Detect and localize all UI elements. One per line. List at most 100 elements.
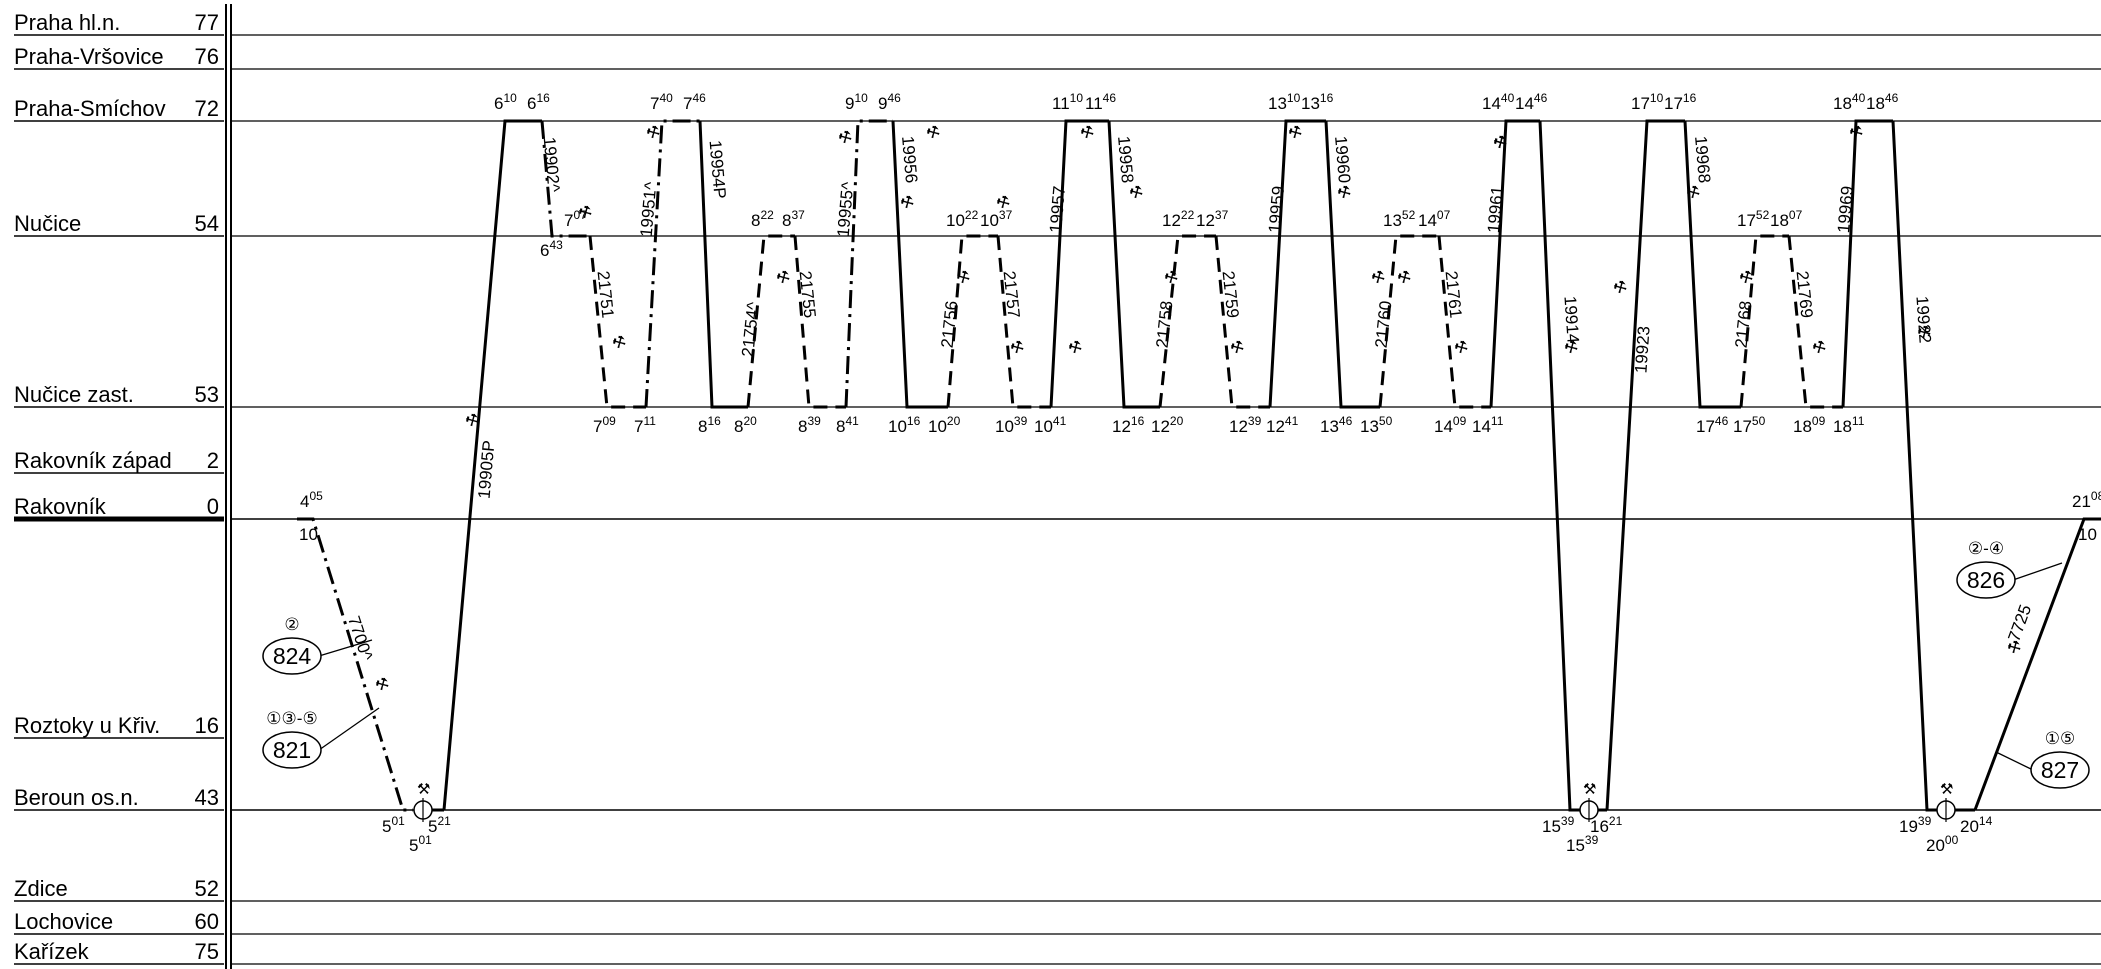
- train-path: [1214, 235, 1270, 409]
- train-path: [844, 119, 893, 408]
- train-number: 19905P: [475, 439, 499, 499]
- oval-leader: [318, 639, 373, 657]
- hammer-icon: ⚒: [924, 122, 944, 143]
- time-label: 1220: [1151, 414, 1184, 436]
- train-number: 19956: [898, 135, 921, 184]
- hammer-icon: ⚒: [1162, 267, 1182, 288]
- time-label: 1041: [1034, 414, 1067, 436]
- hammer-icon: ⚒: [1286, 122, 1306, 143]
- train-number: 21757: [1000, 270, 1024, 319]
- time-labels: 610 616 740 746 910 946 1110 1146 1310 1316 1440 14…: [299, 91, 2101, 855]
- station-km: 52: [195, 876, 219, 901]
- time-label: 1446: [1515, 91, 1548, 113]
- station-name: Kařízek: [14, 939, 90, 964]
- circulation-number: 827: [2041, 757, 2079, 783]
- train-path: [1049, 119, 1109, 408]
- time-label: 1352: [1383, 208, 1416, 230]
- station-km: 76: [195, 44, 219, 69]
- station-name: Nučice: [14, 211, 81, 236]
- train-number: 19957: [1046, 185, 1069, 234]
- time-label: 1440: [1482, 91, 1515, 113]
- train-path: [588, 235, 646, 409]
- hammer-icon: ⚒: [898, 192, 918, 213]
- station-lines: [231, 34, 2101, 965]
- hammer-icon: ⚒: [836, 127, 856, 148]
- hammer-icon: ⚒: [1583, 781, 1596, 798]
- train-number: 19969: [1834, 185, 1857, 234]
- time-label: 1241: [1266, 414, 1299, 436]
- oval-leader: [1995, 751, 2034, 771]
- train-number: 19961: [1484, 185, 1507, 234]
- time-label: 1752: [1737, 208, 1770, 230]
- train-number: 21754^: [738, 301, 763, 358]
- station-name: Rakovník západ: [14, 448, 172, 473]
- time-label: 10: [2078, 525, 2097, 544]
- time-label: 1809: [1793, 414, 1826, 436]
- operating-days: ②-④: [1968, 539, 2004, 558]
- time-label: 910: [845, 91, 868, 113]
- time-label: 841: [836, 414, 859, 436]
- time-label: 1750: [1733, 414, 1766, 436]
- station-name: Lochovice: [14, 909, 113, 934]
- station-name: Nučice zast.: [14, 382, 134, 407]
- train-path: [1437, 235, 1491, 409]
- time-label: 707: [564, 208, 587, 230]
- station-km: 72: [195, 96, 219, 121]
- train-path: [1787, 235, 1843, 409]
- time-label: 839: [798, 414, 821, 436]
- train-path: [1489, 119, 1540, 408]
- time-label: 822: [751, 208, 774, 230]
- time-label: 1237: [1196, 208, 1229, 230]
- hammer-icon: ⚒: [610, 332, 630, 353]
- time-label: 1239: [1229, 414, 1262, 436]
- circulation-oval: [262, 637, 322, 675]
- train-path: [1324, 120, 1380, 409]
- hammer-icon: ⚒: [1335, 182, 1355, 203]
- train-path: [946, 234, 998, 408]
- time-label: 1407: [1418, 208, 1451, 230]
- hammer-icon: ⚒: [1228, 337, 1248, 358]
- time-label: 1022: [946, 208, 979, 230]
- time-label: 616: [527, 91, 550, 113]
- train-path: [1158, 234, 1216, 408]
- circulation-number: 821: [273, 737, 311, 763]
- time-label: 740: [650, 91, 673, 113]
- time-label: 643: [540, 238, 563, 260]
- hammer-icon: ⚒: [1395, 267, 1415, 288]
- circulation-number: 824: [273, 643, 312, 669]
- hammer-icon: ⚒: [1369, 267, 1389, 288]
- hammer-icon: ⚒: [1127, 182, 1147, 203]
- circulation-oval: [2030, 751, 2090, 789]
- station-km: 0: [207, 494, 219, 519]
- time-label: 1807: [1770, 208, 1803, 230]
- train-path: [644, 119, 700, 408]
- train-number: 19922: [1912, 295, 1934, 343]
- operating-days: ②: [284, 615, 299, 634]
- time-label: 709: [593, 414, 616, 436]
- time-label: 1222: [1162, 208, 1195, 230]
- time-label: 1037: [980, 208, 1013, 230]
- train-path: [891, 120, 948, 409]
- time-label: 1216: [1112, 414, 1145, 436]
- station-name: Praha hl.n.: [14, 10, 120, 35]
- station-km: 77: [195, 10, 219, 35]
- station-name: Zdice: [14, 876, 68, 901]
- time-label: 2014: [1960, 814, 1993, 836]
- time-label: 1310: [1268, 91, 1301, 113]
- time-label: 711: [634, 414, 656, 436]
- hammer-icon: ⚒: [1008, 337, 1028, 358]
- train-number: 19951^: [637, 181, 661, 238]
- oval-leader: [2012, 562, 2063, 581]
- station-km: 2: [207, 448, 219, 473]
- time-label: 2000: [1926, 833, 1959, 855]
- train-number: 19968: [1691, 135, 1714, 184]
- train-paths: ⚒ ⚒ ⚒: [297, 119, 2101, 822]
- time-label: 1716: [1664, 91, 1697, 113]
- train-path: [698, 120, 748, 409]
- train-path: [1739, 234, 1789, 408]
- train-number: 19923: [1631, 325, 1653, 373]
- train-path: [746, 234, 795, 408]
- train-path: [1605, 119, 1685, 811]
- hammer-icon: ⚒: [1452, 337, 1472, 358]
